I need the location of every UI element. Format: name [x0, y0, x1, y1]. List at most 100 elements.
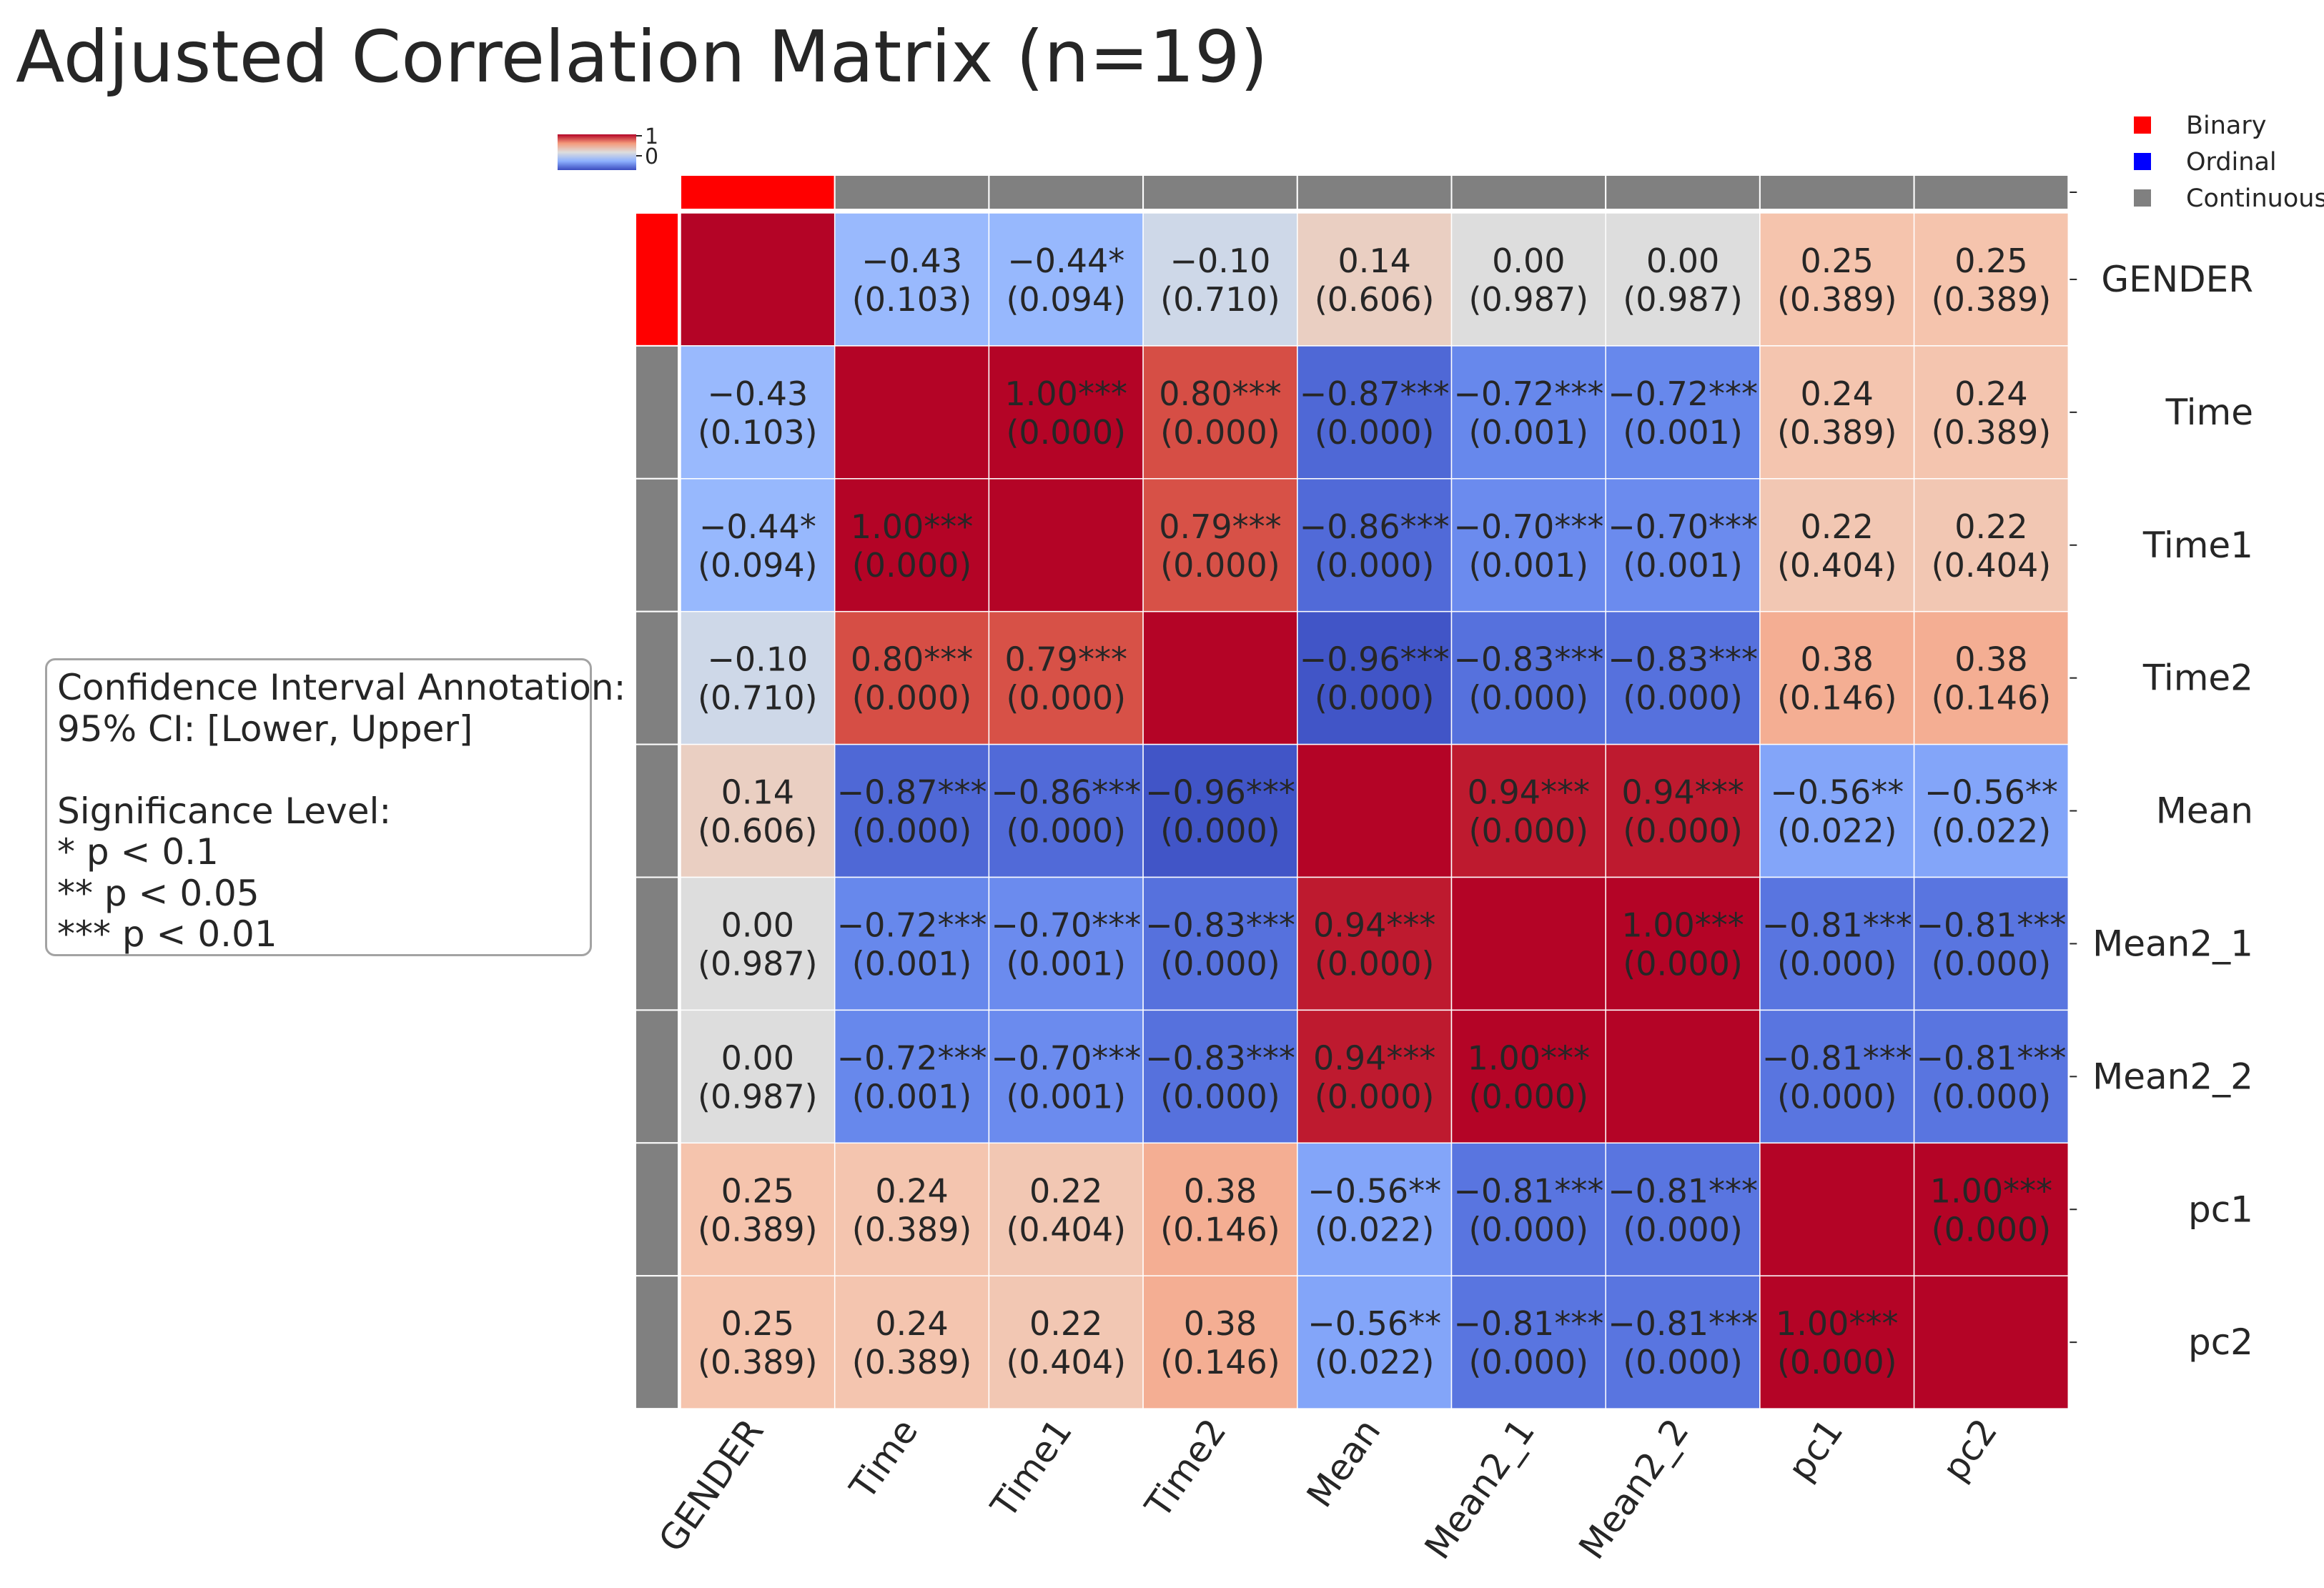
cell-correlation-label: −0.10: [1170, 242, 1270, 280]
cell-pvalue-label: (0.000): [1315, 679, 1435, 718]
column-type-cell: [1296, 174, 1453, 210]
cell-pvalue-label: (0.000): [1006, 679, 1126, 718]
cell-pvalue-label: (0.001): [1006, 1077, 1126, 1116]
legend-label: Binary: [2186, 111, 2266, 140]
cell-correlation-label: −0.43: [707, 374, 808, 413]
cell-pvalue-label: (0.022): [1315, 1210, 1435, 1249]
cell-correlation-label: 0.38: [1184, 1171, 1257, 1210]
heatmap-cell: [1605, 610, 1761, 745]
cell-pvalue-label: (0.389): [1932, 280, 2052, 319]
row-label: GENDER: [2101, 259, 2253, 300]
heatmap-cell: [1450, 1009, 1606, 1144]
heatmap-cell: [680, 1142, 836, 1276]
heatmap-cell: [1450, 478, 1606, 612]
heatmap-cell: [988, 876, 1144, 1011]
heatmap-cell: [1450, 1142, 1606, 1276]
cell-correlation-label: 1.00***: [851, 507, 973, 546]
column-type-cell: [1759, 174, 1915, 210]
cell-pvalue-label: (0.606): [1315, 280, 1435, 319]
cell-pvalue-label: (0.146): [1160, 1210, 1280, 1249]
cell-pvalue-label: (0.000): [1315, 546, 1435, 585]
heatmap-cell: [1913, 1275, 2070, 1409]
cell-correlation-label: −0.44*: [699, 507, 816, 546]
cell-correlation-label: −0.86***: [991, 773, 1141, 812]
cell-correlation-label: −0.56**: [1307, 1171, 1441, 1210]
annotation-box: Confidence Interval Annotation: 95% CI: […: [45, 658, 626, 956]
cell-correlation-label: −0.83***: [1453, 640, 1603, 679]
column-label: Time: [841, 1411, 926, 1507]
cell-correlation-label: −0.81***: [1916, 905, 2066, 944]
cell-pvalue-label: (0.001): [1623, 413, 1743, 452]
colorbar: 10: [558, 124, 658, 170]
cell-correlation-label: −0.83***: [1145, 1038, 1295, 1077]
cell-correlation-label: 0.38: [1954, 640, 2027, 679]
cell-correlation-label: −0.81***: [1608, 1304, 1758, 1343]
column-type-cell: [1913, 174, 2070, 210]
heatmap-cell: [988, 212, 1144, 347]
cell-pvalue-label: (0.146): [1160, 1343, 1280, 1381]
heatmap-cell: [834, 1009, 990, 1144]
cell-pvalue-label: (0.022): [1777, 812, 1897, 850]
cell-correlation-label: 0.80***: [851, 640, 973, 679]
heatmap-cell: [1605, 1009, 1761, 1144]
heatmap-cell: [834, 1142, 990, 1276]
cell-pvalue-label: (0.389): [852, 1343, 972, 1381]
cell-pvalue-label: (0.389): [698, 1210, 818, 1249]
cell-correlation-label: −0.87***: [837, 773, 987, 812]
cell-pvalue-label: (0.000): [1315, 413, 1435, 452]
cell-correlation-label: −0.81***: [1762, 1038, 1912, 1077]
heatmap-cell: [988, 1275, 1144, 1409]
cell-pvalue-label: (0.001): [1006, 944, 1126, 983]
cell-correlation-label: 0.38: [1801, 640, 1874, 679]
row-type-cell: [635, 743, 679, 878]
cell-pvalue-label: (0.404): [1777, 546, 1897, 585]
row-type-cell: [635, 610, 679, 745]
row-type-cell: [635, 344, 679, 480]
cell-correlation-label: 1.00***: [1468, 1038, 1590, 1077]
heatmap-cell: [1759, 876, 1915, 1011]
heatmap-cell: [1913, 345, 2070, 480]
cell-correlation-label: 1.00***: [1005, 374, 1127, 413]
cell-pvalue-label: (0.000): [1777, 944, 1897, 983]
annotation-line: Confidence Interval Annotation:: [57, 667, 626, 708]
cell-pvalue-label: (0.103): [698, 413, 818, 452]
heatmap-cell: [1913, 876, 2070, 1011]
cell-correlation-label: −0.72***: [1608, 374, 1758, 413]
cell-correlation-label: −0.81***: [1453, 1304, 1603, 1343]
cell-correlation-label: −0.96***: [1300, 640, 1450, 679]
heatmap-cell: [1142, 1009, 1298, 1144]
column-label: Time2: [1137, 1411, 1235, 1526]
column-type-cell: [1142, 174, 1298, 210]
heatmap-cell: [1450, 610, 1606, 745]
legend-label: Continuous: [2186, 184, 2324, 213]
cell-pvalue-label: (0.000): [1160, 812, 1280, 850]
row-type-cell: [635, 1275, 679, 1410]
annotation-line: ** p < 0.05: [57, 872, 259, 914]
cell-pvalue-label: (0.000): [852, 679, 972, 718]
legend-swatch: [2134, 153, 2151, 170]
cell-correlation-label: 0.79***: [1005, 640, 1127, 679]
column-type-cell: [1450, 174, 1607, 210]
column-label: pc1: [1780, 1411, 1851, 1489]
heatmap-cell: [988, 478, 1144, 612]
cell-correlation-label: 0.94***: [1313, 1038, 1435, 1077]
cell-pvalue-label: (0.389): [1777, 413, 1897, 452]
cell-pvalue-label: (0.000): [1623, 812, 1743, 850]
annotation-line: Significance Level:: [57, 790, 392, 832]
heatmap-cell: [1605, 876, 1761, 1011]
cell-correlation-label: 0.24: [875, 1304, 948, 1343]
cell-correlation-label: 0.94***: [1313, 905, 1435, 944]
annotation-line: 95% CI: [Lower, Upper]: [57, 708, 473, 750]
cell-pvalue-label: (0.000): [1469, 812, 1589, 850]
heatmap-cell: [1142, 345, 1298, 480]
heatmap-cell: [680, 212, 836, 347]
cell-pvalue-label: (0.000): [1932, 1077, 2052, 1116]
heatmap-cell: [1759, 1275, 1915, 1409]
heatmap-cell: [1913, 1142, 2070, 1276]
cell-pvalue-label: (0.000): [1160, 1077, 1280, 1116]
cell-pvalue-label: (0.000): [1777, 1343, 1897, 1381]
cell-correlation-label: −0.70***: [991, 905, 1141, 944]
heatmap-cell: [1450, 1275, 1606, 1409]
heatmap-cell: [1605, 1142, 1761, 1276]
cell-correlation-label: −0.81***: [1608, 1171, 1758, 1210]
